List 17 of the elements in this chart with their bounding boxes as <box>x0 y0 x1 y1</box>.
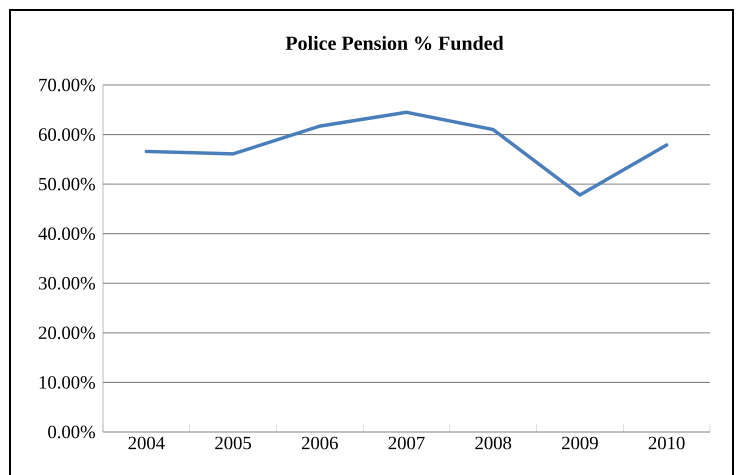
x-tick-label: 2005 <box>215 436 252 450</box>
x-tick-label: 2008 <box>475 436 512 450</box>
y-tick-label: 40.00% <box>38 227 95 240</box>
x-tick-label: 2009 <box>562 436 598 450</box>
x-tick-label: 2006 <box>302 436 338 450</box>
y-tick-label: 50.00% <box>39 178 95 190</box>
y-tick-label: 30.00% <box>38 276 95 290</box>
x-tick-label: 2010 <box>648 436 685 450</box>
x-tick-label: 2004 <box>128 436 165 450</box>
x-tick-label: 2007 <box>388 436 425 450</box>
chart-title: Police Pension % Funded <box>286 36 504 50</box>
y-tick-label: 70.00% <box>39 78 95 92</box>
y-tick-label: 20.00% <box>38 326 95 340</box>
y-tick-label: 60.00% <box>38 128 95 141</box>
line-series <box>144 110 668 197</box>
y-tick-label: 10.00% <box>40 376 95 389</box>
y-tick-label: 0.00% <box>48 426 95 438</box>
